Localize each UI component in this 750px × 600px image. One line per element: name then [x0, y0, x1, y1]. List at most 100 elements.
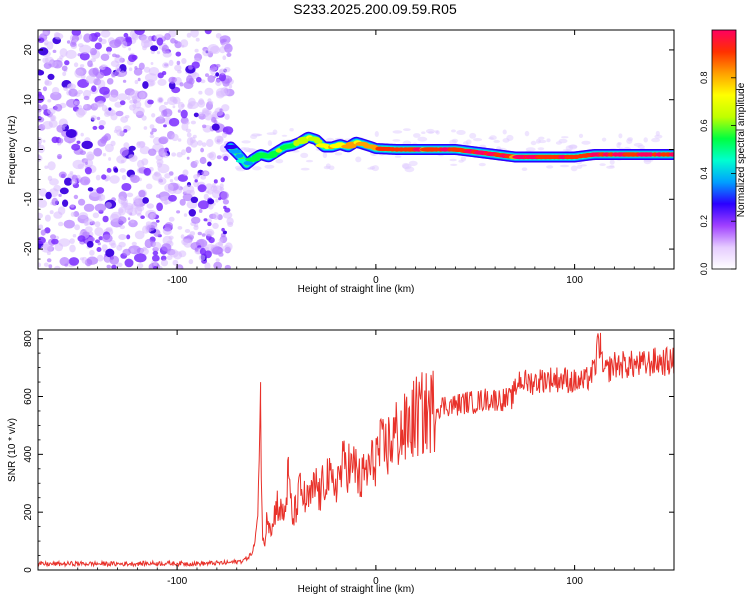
- ridge-halo-speck: [449, 158, 457, 162]
- noise-speck: [111, 72, 116, 77]
- noise-speck: [192, 134, 197, 139]
- ridge-halo-speck: [473, 138, 483, 142]
- ridge-halo-speck: [651, 137, 660, 143]
- noise-speck: [206, 230, 213, 236]
- heatmap-ytick-label: -10: [23, 192, 34, 207]
- noise-speck: [86, 151, 95, 161]
- noise-speck: [94, 203, 107, 212]
- heatmap-ylabel: Frequency (Hz): [7, 116, 18, 185]
- noise-speck: [142, 81, 149, 89]
- noise-speck: [201, 142, 207, 147]
- noise-speck: [214, 107, 224, 116]
- noise-speck: [137, 77, 141, 82]
- ridge-halo-speck: [609, 159, 615, 165]
- noise-speck: [138, 91, 146, 99]
- noise-speck: [156, 37, 164, 46]
- ridge-halo-speck: [493, 139, 501, 143]
- noise-speck: [204, 87, 214, 96]
- noise-speck: [163, 101, 169, 105]
- noise-speck: [38, 137, 43, 145]
- noise-speck: [38, 37, 45, 43]
- noise-speck: [58, 138, 64, 144]
- ridge-halo-speck: [489, 135, 497, 141]
- noise-speck: [164, 200, 168, 205]
- noise-speck: [194, 159, 199, 165]
- noise-speck: [128, 54, 137, 62]
- noise-speck: [223, 155, 229, 162]
- noise-speck: [72, 159, 84, 170]
- noise-speck: [179, 82, 184, 87]
- noise-speck: [111, 264, 117, 269]
- noise-speck: [96, 254, 104, 262]
- noise-speck: [89, 249, 95, 256]
- noise-speck: [161, 109, 168, 117]
- noise-speck: [222, 199, 229, 205]
- ridge-halo-speck: [469, 132, 477, 139]
- noise-speck: [191, 61, 200, 69]
- noise-speck: [221, 227, 225, 232]
- noise-speck: [221, 104, 230, 112]
- noise-speck: [142, 197, 150, 204]
- noise-speck: [156, 51, 161, 55]
- noise-speck: [108, 157, 112, 161]
- noise-speck: [163, 124, 167, 128]
- noise-speck: [141, 115, 147, 121]
- noise-speck: [110, 242, 117, 249]
- noise-speck: [116, 129, 124, 137]
- ridge-halo-speck: [643, 137, 648, 143]
- noise-speck: [100, 30, 111, 38]
- noise-speck: [168, 235, 174, 240]
- ridge-halo-speck: [458, 159, 464, 163]
- noise-speck: [50, 91, 62, 101]
- ridge-halo-speck: [536, 138, 541, 144]
- noise-speck: [203, 193, 209, 200]
- colorbar-tick-label: 0.2: [699, 215, 709, 228]
- noise-speck: [97, 242, 101, 246]
- heatmap-xtick-label: 100: [566, 275, 583, 286]
- colorbar-tick-label: 0.6: [699, 119, 709, 132]
- noise-speck: [129, 104, 136, 111]
- noise-speck: [164, 173, 171, 179]
- noise-speck: [210, 185, 218, 192]
- noise-speck: [61, 65, 68, 72]
- noise-speck: [125, 36, 132, 43]
- noise-speck: [108, 94, 119, 102]
- noise-speck: [204, 171, 209, 176]
- noise-speck: [94, 42, 102, 50]
- ridge-halo-speck: [502, 129, 507, 135]
- noise-speck: [118, 208, 124, 214]
- noise-speck: [155, 194, 161, 199]
- noise-speck: [85, 75, 96, 84]
- ridge-halo-speck: [355, 156, 362, 163]
- noise-speck: [49, 178, 59, 186]
- noise-speck: [52, 49, 57, 54]
- noise-speck: [228, 84, 233, 89]
- noise-speck: [210, 69, 216, 76]
- noise-speck: [134, 79, 139, 85]
- noise-speck: [51, 197, 59, 206]
- noise-speck: [98, 37, 103, 43]
- noise-speck: [48, 264, 53, 269]
- noise-speck: [69, 238, 75, 244]
- noise-speck: [143, 167, 151, 176]
- noise-speck: [198, 111, 205, 117]
- ridge-halo-speck: [465, 139, 472, 145]
- noise-speck: [86, 256, 99, 265]
- noise-speck: [38, 111, 41, 117]
- colorbar-tick-label: 0.0: [699, 263, 709, 276]
- colorbar-tick-label: 0.8: [699, 72, 709, 85]
- ridge-halo-speck: [478, 162, 486, 167]
- snr-xtick-label: 0: [373, 576, 379, 587]
- noise-speck: [207, 161, 212, 167]
- noise-speck: [84, 218, 94, 226]
- noise-speck: [138, 190, 146, 198]
- ridge-halo-speck: [561, 136, 569, 139]
- noise-speck: [42, 30, 48, 35]
- ridge-halo-speck: [266, 132, 276, 136]
- noise-speck: [190, 139, 198, 148]
- noise-speck: [94, 32, 101, 38]
- noise-speck: [191, 216, 201, 224]
- noise-speck: [157, 78, 167, 86]
